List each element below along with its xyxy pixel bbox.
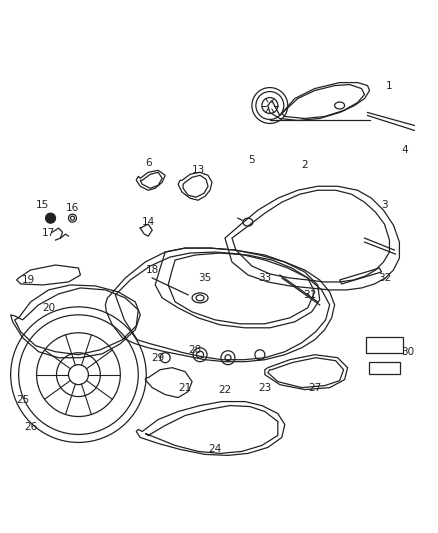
- Text: 25: 25: [16, 394, 29, 405]
- Text: 5: 5: [249, 155, 255, 165]
- Text: 13: 13: [191, 165, 205, 175]
- Text: 6: 6: [145, 158, 152, 168]
- Text: 23: 23: [258, 383, 272, 393]
- Text: 1: 1: [386, 80, 393, 91]
- Text: 27: 27: [308, 383, 321, 393]
- Text: 21: 21: [178, 383, 192, 393]
- Text: 32: 32: [378, 273, 391, 283]
- Text: 2: 2: [301, 160, 308, 171]
- Text: 4: 4: [401, 146, 408, 155]
- Text: 33: 33: [258, 273, 272, 283]
- Text: 14: 14: [141, 217, 155, 227]
- Text: 18: 18: [145, 265, 159, 275]
- Text: 22: 22: [219, 385, 232, 394]
- Text: 17: 17: [42, 228, 55, 238]
- Text: 31: 31: [303, 290, 316, 300]
- Bar: [366, 337, 403, 353]
- Text: 24: 24: [208, 445, 222, 455]
- Text: 35: 35: [198, 273, 212, 283]
- Text: 3: 3: [381, 200, 388, 210]
- Bar: [368, 362, 400, 374]
- Text: 28: 28: [188, 345, 202, 355]
- Text: 19: 19: [22, 275, 35, 285]
- Text: 16: 16: [66, 203, 79, 213]
- Text: 29: 29: [152, 353, 165, 363]
- Text: 20: 20: [42, 303, 55, 313]
- Text: 30: 30: [401, 347, 414, 357]
- Text: 26: 26: [24, 423, 37, 432]
- Ellipse shape: [46, 213, 56, 223]
- Text: 15: 15: [36, 200, 49, 210]
